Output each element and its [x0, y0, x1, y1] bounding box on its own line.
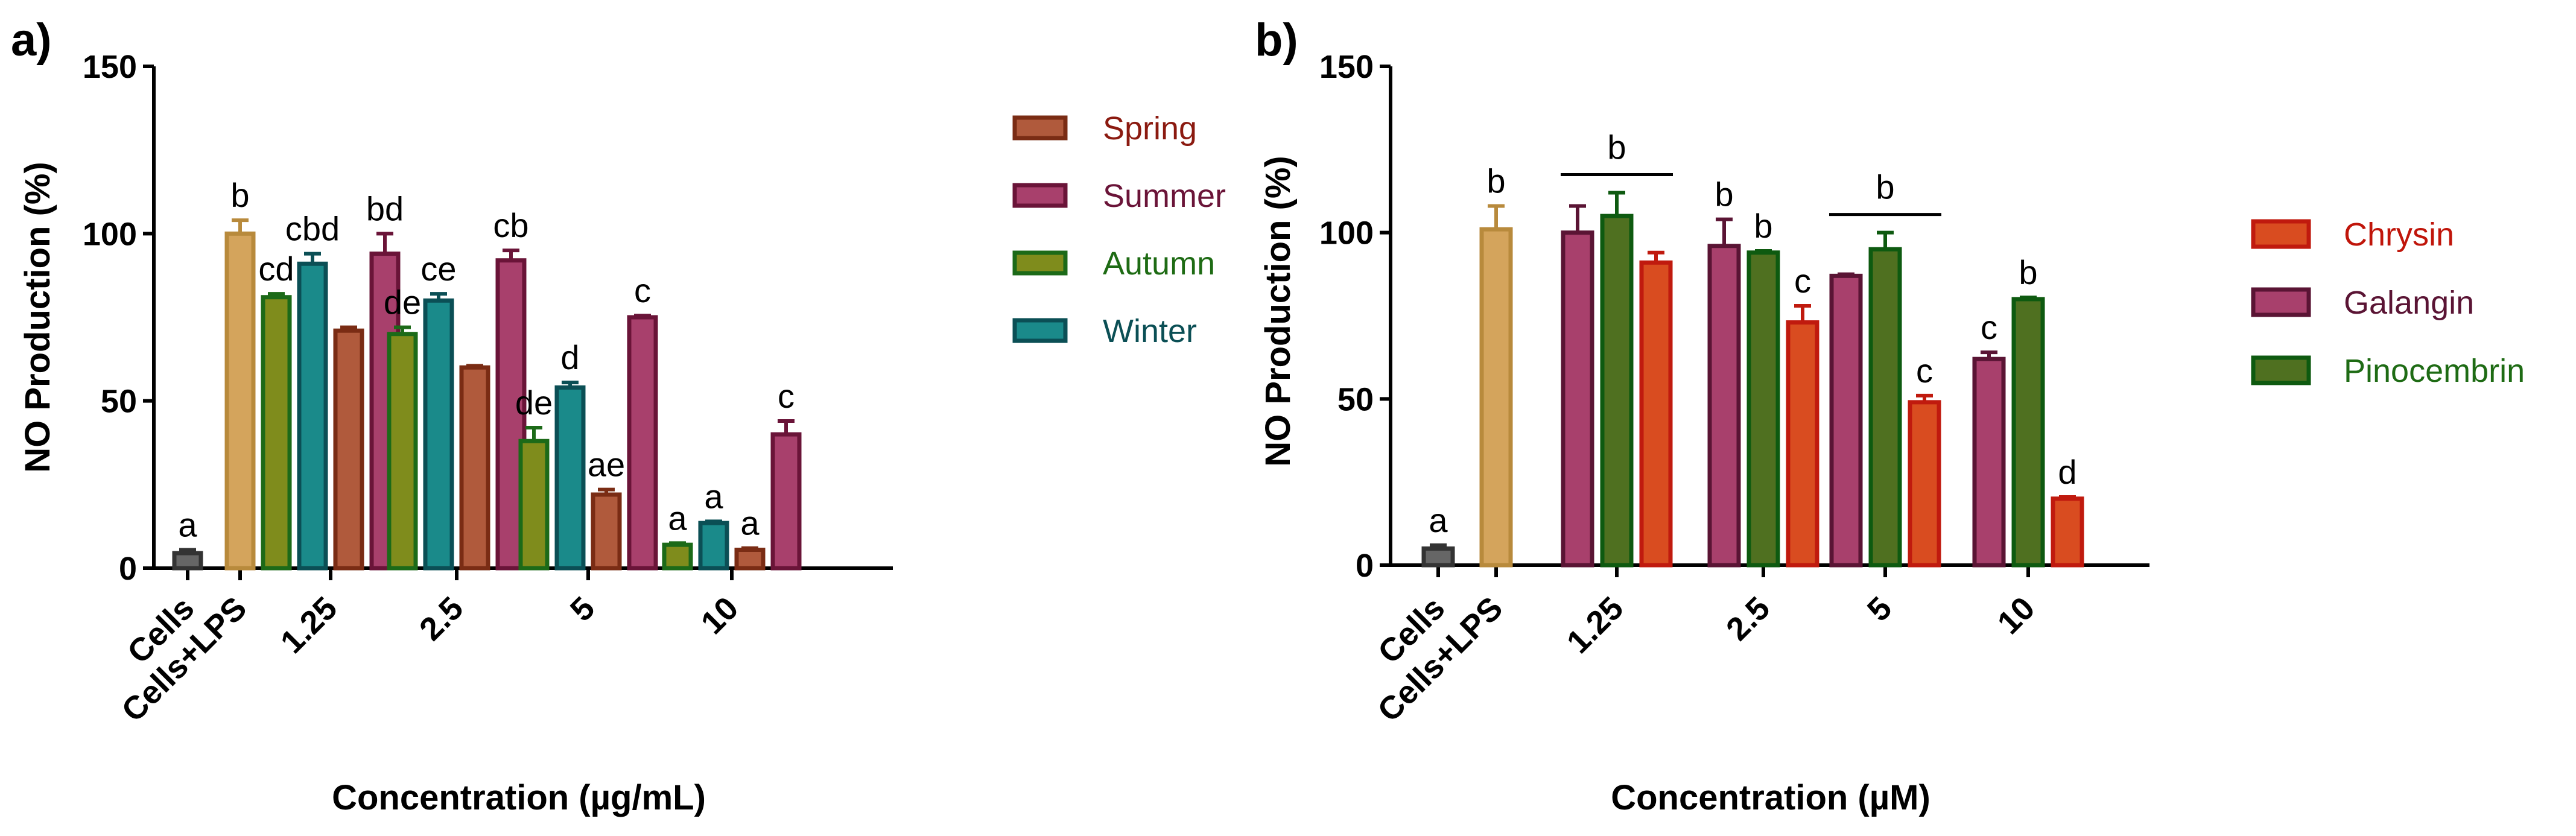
bar-autumn-1-25	[261, 295, 292, 571]
bar-pinocembrin-1-25	[1600, 214, 1634, 568]
significance-label: b	[1486, 162, 1505, 200]
significance-label: c	[778, 377, 795, 415]
x-tick-label: 5	[563, 590, 602, 629]
significance-label: b	[1754, 207, 1772, 245]
significance-label: d	[2058, 453, 2076, 491]
legend-label-autumn: Autumn	[1103, 245, 1215, 282]
bar-chrysin-2-5	[1786, 320, 1819, 568]
y-tick-label: 150	[83, 49, 137, 85]
legend-label-chrysin: Chrysin	[2344, 217, 2454, 253]
bar-pinocembrin-2-5	[1746, 250, 1780, 568]
bar-summer-5	[627, 315, 658, 571]
x-tick-label: 5	[1861, 590, 1899, 629]
x-tick-label: 2.5	[1719, 590, 1777, 648]
panel-letter: b)	[1255, 14, 1298, 66]
significance-label: a	[668, 499, 687, 537]
legend-swatch-autumn	[1012, 250, 1068, 276]
x-tick-label: 1.25	[1560, 590, 1631, 660]
significance-label: d	[560, 338, 579, 376]
legend-swatch-pinocembrin	[2251, 355, 2311, 385]
bar-autumn-10	[662, 542, 693, 571]
significance-label: c	[634, 271, 651, 309]
bar-spring-2-5	[459, 365, 490, 571]
bar-summer-10	[770, 432, 802, 571]
legend-label-winter: Winter	[1103, 313, 1197, 349]
significance-label: a	[704, 477, 723, 515]
significance-label: b	[1607, 128, 1626, 166]
legend-label-galangin: Galangin	[2344, 285, 2474, 321]
bar-autumn-5	[518, 439, 550, 571]
legend-label-summer: Summer	[1103, 178, 1226, 214]
significance-label: a	[178, 505, 197, 543]
x-tick-label: 10	[694, 590, 746, 641]
significance-label: ae	[588, 446, 625, 484]
y-axis-title: NO Production (%)	[18, 162, 57, 473]
significance-label: a	[1429, 501, 1448, 539]
bar-chrysin-1-25	[1639, 260, 1673, 568]
y-tick-label: 50	[1337, 381, 1374, 417]
legend-swatch-chrysin	[2251, 219, 2311, 249]
bar-spring-10	[734, 547, 766, 571]
legend-swatch-summer	[1012, 183, 1068, 208]
bar-pinocembrin-10	[2011, 297, 2045, 568]
panel-letter: a)	[11, 14, 52, 66]
bar-galangin-1-25	[1561, 230, 1594, 568]
y-tick-label: 50	[101, 384, 137, 420]
legend-swatch-spring	[1012, 115, 1068, 141]
significance-label: c	[1794, 262, 1811, 300]
panel-b: b) 0 50 100 150 NO Production (%) Concentratio…	[1255, 14, 2525, 817]
bar-winter-5	[554, 385, 586, 571]
significance-label: b	[230, 176, 249, 214]
bar-cells-lps-cells-lps	[1479, 227, 1513, 568]
significance-label: cb	[493, 206, 528, 244]
y-tick-label: 150	[1319, 49, 1374, 85]
significance-label: ce	[420, 250, 456, 288]
bar-chrysin-5	[1908, 400, 1941, 568]
legend-label-pinocembrin: Pinocembrin	[2344, 353, 2525, 389]
x-axis-title: Concentration (µg/mL)	[332, 778, 706, 817]
bar-pinocembrin-5	[1868, 247, 1902, 568]
bar-cells-lps-cells-lps	[224, 231, 256, 571]
significance-label: b	[1876, 168, 1894, 206]
y-tick-label: 0	[119, 551, 137, 587]
significance-label: a	[740, 504, 760, 542]
x-tick-label: 10	[1991, 590, 2042, 641]
legend-swatch-winter	[1012, 318, 1068, 343]
significance-label: b	[1715, 176, 1733, 214]
significance-label: de	[384, 283, 421, 321]
y-tick-label: 100	[1319, 215, 1374, 252]
significance-label: b	[2019, 253, 2037, 291]
x-tick-label: 1.25	[274, 590, 344, 660]
bar-autumn-2-5	[387, 332, 418, 571]
bar-chrysin-10	[2051, 496, 2084, 568]
significance-label: cd	[258, 250, 294, 288]
bar-galangin-2-5	[1707, 244, 1741, 568]
significance-label: cbd	[285, 210, 340, 248]
bar-cells-cells	[172, 551, 203, 571]
y-axis-title: NO Production (%)	[1258, 156, 1298, 467]
x-tick-label: 2.5	[413, 590, 471, 648]
legend-swatch-galangin	[2251, 287, 2311, 317]
bar-galangin-10	[1972, 356, 2006, 568]
bar-cells-cells	[1421, 546, 1455, 568]
x-axis-title: Concentration (µM)	[1611, 778, 1930, 817]
significance-label: bd	[366, 189, 404, 227]
panel-a: a) 0 50 100 150 NO Production (%) Concentratio…	[11, 14, 1226, 817]
bar-galangin-5	[1829, 273, 1863, 568]
bar-winter-10	[698, 521, 729, 571]
significance-label: de	[515, 384, 553, 422]
bar-winter-2-5	[423, 298, 454, 571]
significance-label: c	[1981, 308, 1997, 346]
bar-spring-5	[591, 492, 622, 571]
y-tick-label: 100	[83, 216, 137, 252]
y-tick-label: 0	[1356, 548, 1374, 584]
bar-spring-1-25	[333, 328, 364, 571]
legend-label-spring: Spring	[1103, 110, 1197, 147]
significance-label: c	[1916, 352, 1933, 390]
bar-winter-1-25	[297, 261, 328, 571]
